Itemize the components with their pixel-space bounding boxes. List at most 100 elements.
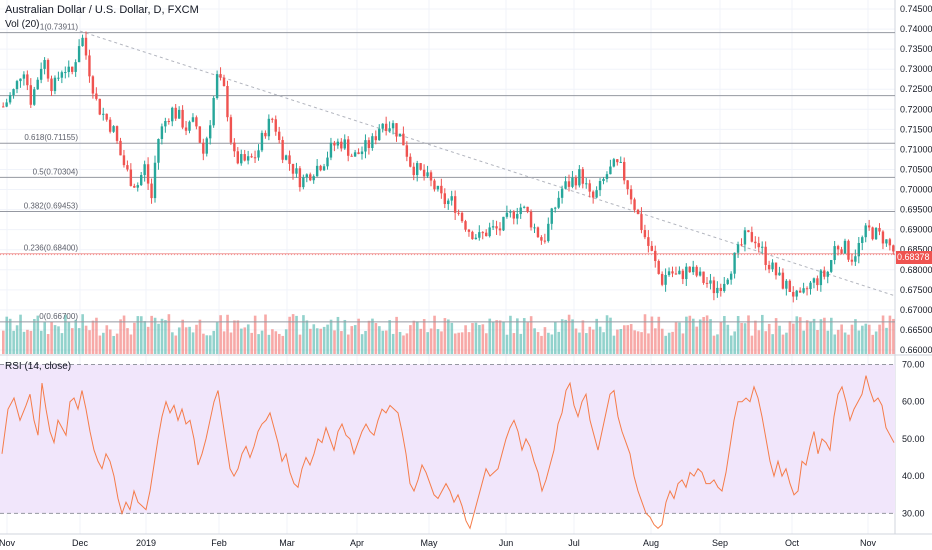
- volume-bar: [309, 328, 312, 354]
- volume-bar: [861, 325, 864, 354]
- candle-body: [288, 155, 291, 164]
- candle-body: [850, 259, 854, 262]
- volume-bar: [347, 334, 350, 354]
- candle-body: [36, 79, 39, 90]
- volume-bar: [333, 330, 336, 354]
- volume-bar: [485, 333, 488, 354]
- candle-body: [833, 246, 836, 261]
- volume-bar: [692, 318, 695, 354]
- volume-bar: [378, 326, 381, 354]
- price-tick-label: 0.69000: [900, 225, 932, 235]
- time-tick-label: Nov: [0, 538, 15, 548]
- volume-bar: [140, 316, 143, 354]
- volume-bar: [850, 324, 854, 354]
- volume-bar: [481, 324, 485, 354]
- candle-body: [485, 232, 488, 237]
- volume-bar: [95, 317, 98, 354]
- volume-bar: [395, 316, 398, 354]
- volume-bar: [22, 331, 26, 354]
- candle-body: [885, 239, 888, 244]
- volume-bar: [505, 334, 509, 354]
- volume-bar: [236, 320, 240, 354]
- volume-bar: [650, 316, 654, 354]
- candle-body: [761, 246, 764, 248]
- candle-body: [574, 177, 578, 186]
- volume-bar: [798, 317, 802, 354]
- candle-body: [664, 274, 667, 285]
- price-tick-label: 0.74000: [900, 24, 932, 34]
- volume-bar: [702, 316, 705, 354]
- candle-body: [654, 250, 657, 262]
- candle-body: [157, 139, 160, 163]
- candle-body: [440, 185, 443, 194]
- candle-body: [874, 227, 878, 240]
- candle-body: [340, 141, 343, 149]
- volume-bar: [384, 330, 388, 354]
- volume-bar: [329, 319, 333, 354]
- candle-body: [153, 162, 157, 199]
- volume-bar: [91, 320, 95, 354]
- price-tick-label: 0.72000: [900, 104, 932, 114]
- volume-bar: [536, 332, 540, 354]
- rsi-tick-label: 60.00: [902, 397, 925, 407]
- candle-body: [488, 227, 491, 237]
- volume-bar: [533, 328, 536, 354]
- volume-bar: [698, 319, 702, 354]
- candle-body: [529, 211, 533, 228]
- candle-body: [802, 288, 805, 293]
- volume-bar: [136, 316, 140, 354]
- volume-bar: [764, 331, 768, 354]
- candle-body: [836, 246, 840, 250]
- volume-bar: [150, 315, 153, 354]
- candle-body: [657, 261, 660, 274]
- volume-bar: [460, 332, 464, 354]
- volume-bar: [33, 318, 36, 354]
- volume-bar: [450, 322, 454, 354]
- candle-body: [39, 68, 43, 80]
- fib-label: 0.236(0.68400): [24, 244, 79, 253]
- volume-bar: [871, 334, 874, 354]
- volume-bar: [750, 335, 754, 354]
- candle-body: [122, 155, 126, 166]
- candle-body: [419, 163, 422, 170]
- volume-bar: [674, 322, 678, 354]
- candle-body: [861, 237, 864, 244]
- candle-body: [105, 113, 108, 120]
- candle-body: [333, 142, 336, 146]
- candle-body: [202, 142, 205, 154]
- candle-body: [453, 196, 457, 213]
- volume-bar: [878, 324, 881, 354]
- rsi-tick-label: 50.00: [902, 434, 925, 444]
- candle-body: [209, 125, 212, 139]
- volume-bar: [226, 314, 229, 354]
- rsi-tick-label: 40.00: [902, 471, 925, 481]
- candle-body: [888, 239, 892, 246]
- candle-body: [471, 231, 474, 240]
- candle-body: [167, 121, 170, 123]
- candle-body: [264, 132, 267, 137]
- candle-body: [857, 243, 860, 257]
- time-tick-label: Nov: [860, 538, 877, 548]
- candle-body: [864, 225, 867, 238]
- time-tick-label: Mar: [279, 538, 295, 548]
- candle-body: [395, 123, 398, 137]
- candle-body: [647, 237, 650, 246]
- candle-body: [457, 212, 460, 214]
- volume-bar: [502, 321, 505, 354]
- volume-bar: [209, 335, 212, 354]
- fib-label: 1(0.73911): [40, 23, 78, 32]
- candle-body: [146, 164, 150, 184]
- candle-body: [792, 291, 795, 297]
- candle-body: [878, 227, 881, 232]
- volume-bar: [785, 332, 788, 354]
- volume-bar: [371, 318, 374, 354]
- candle-body: [881, 231, 885, 244]
- candle-body: [336, 141, 340, 146]
- candle-body: [219, 74, 222, 78]
- candle-body: [205, 138, 208, 154]
- candle-body: [567, 181, 571, 187]
- volume-bar: [212, 330, 216, 354]
- candle-body: [215, 74, 219, 98]
- candle-body: [812, 278, 816, 283]
